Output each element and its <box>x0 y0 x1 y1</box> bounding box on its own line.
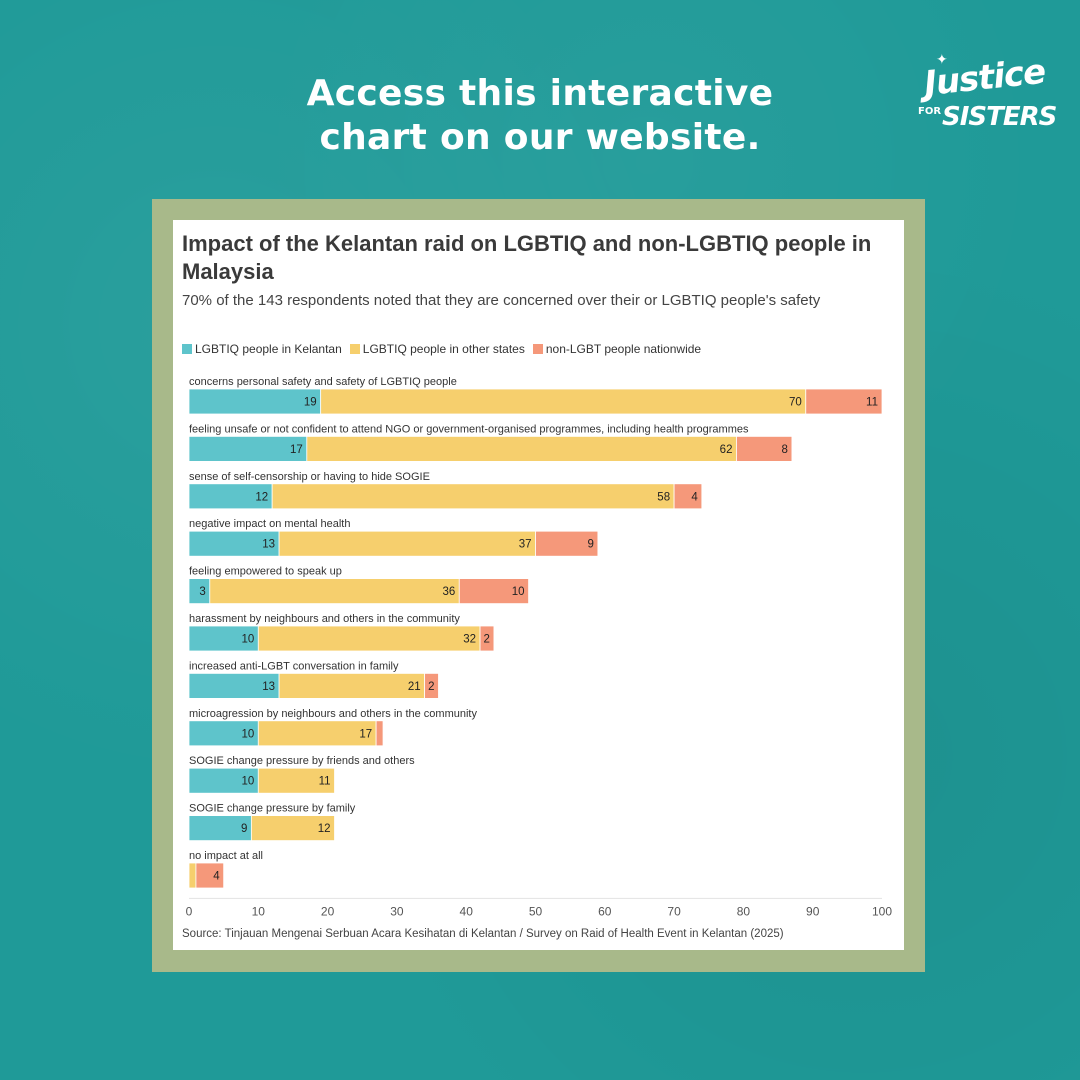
legend-swatch-3 <box>532 344 543 354</box>
legend-swatch-1 <box>182 344 192 354</box>
legend-item-3[interactable]: non-LGBT people nationwide <box>532 342 702 356</box>
bar-segment[interactable] <box>188 483 273 510</box>
category-label: feeling unsafe or not confident to atten… <box>189 423 749 435</box>
x-tick-label: 10 <box>252 904 266 918</box>
data-label: 10 <box>242 634 255 646</box>
data-label: 62 <box>720 444 733 456</box>
x-tick-label: 40 <box>460 904 474 918</box>
bar-segment[interactable] <box>257 625 481 652</box>
logo-word-for: FOR <box>918 106 942 117</box>
bar-segment[interactable] <box>188 767 259 794</box>
bar-segment[interactable] <box>250 815 335 841</box>
data-label: 70 <box>789 397 802 409</box>
x-tick-label: 20 <box>321 904 335 918</box>
bar-segment[interactable] <box>188 815 252 841</box>
data-label: 13 <box>262 539 275 551</box>
bar-segment[interactable] <box>188 388 322 415</box>
bar-segment[interactable] <box>424 672 439 699</box>
stacked-bar-chart[interactable]: concerns personal safety and safety of L… <box>173 220 904 920</box>
chart-subtitle: 70% of the 143 respondents noted that th… <box>182 292 821 309</box>
data-label: 17 <box>359 728 372 740</box>
bar-segment[interactable] <box>195 862 225 889</box>
logo-word-sisters: SISTERS <box>942 102 1057 132</box>
bar-segment[interactable] <box>257 767 335 794</box>
legend-label-3: non-LGBT people nationwide <box>545 342 702 356</box>
x-tick-label: 100 <box>872 904 892 918</box>
x-tick-label: 30 <box>390 904 404 918</box>
bar-segment[interactable] <box>535 530 599 557</box>
bar-segment[interactable] <box>188 625 259 652</box>
category-label: SOGIE change pressure by friends and oth… <box>189 755 415 767</box>
data-label: 11 <box>319 776 331 788</box>
bar-segment[interactable] <box>188 672 280 699</box>
data-label: 32 <box>463 634 476 646</box>
data-label: 2 <box>484 634 490 646</box>
bar-segment[interactable] <box>375 720 384 747</box>
category-label: sense of self-censorship or having to hi… <box>189 471 430 483</box>
category-label: SOGIE change pressure by family <box>189 803 356 815</box>
legend-swatch-2 <box>349 344 360 354</box>
data-label: 17 <box>290 444 303 456</box>
category-label: increased anti-LGBT conversation in fami… <box>189 660 399 672</box>
bar-segment[interactable] <box>271 483 675 510</box>
category-label: negative impact on mental health <box>189 518 350 530</box>
data-label: 58 <box>657 491 670 503</box>
legend-item-2[interactable]: LGBTIQ people in other states <box>349 342 525 356</box>
data-label: 12 <box>255 491 268 503</box>
bar-segment[interactable] <box>278 530 536 557</box>
data-label: 10 <box>512 586 525 598</box>
data-label: 37 <box>519 539 532 551</box>
data-label: 11 <box>866 397 878 409</box>
bar-segment[interactable] <box>479 625 495 652</box>
data-label: 21 <box>408 681 421 693</box>
bar-segment[interactable] <box>188 862 197 889</box>
legend-label-2: LGBTIQ people in other states <box>362 342 525 356</box>
x-tick-label: 70 <box>667 904 681 918</box>
data-label: 4 <box>691 491 698 503</box>
headline: Access this interactive chart on our web… <box>240 72 840 160</box>
headline-line-1: Access this interactive <box>306 73 774 114</box>
chart-legend: LGBTIQ people in Kelantan LGBTIQ people i… <box>182 341 709 357</box>
chart-card[interactable]: Impact of the Kelantan raid on LGBTIQ an… <box>173 220 904 950</box>
data-label: 10 <box>242 728 255 740</box>
legend-item-1[interactable]: LGBTIQ people in Kelantan <box>182 342 342 356</box>
category-label: harassment by neighbours and others in t… <box>189 613 460 625</box>
chart-source: Source: Tinjauan Mengenai Serbuan Acara … <box>182 928 784 940</box>
bar-segment[interactable] <box>209 578 460 605</box>
x-tick-label: 0 <box>186 904 193 918</box>
bar-segment[interactable] <box>673 483 703 510</box>
category-label: feeling empowered to speak up <box>189 566 342 578</box>
data-label: 9 <box>587 539 593 551</box>
data-label: 12 <box>318 823 331 835</box>
star-icon: ✦ <box>936 52 948 68</box>
legend-label-1: LGBTIQ people in Kelantan <box>195 342 342 356</box>
data-label: 13 <box>262 681 275 693</box>
category-label: concerns personal safety and safety of L… <box>189 376 457 388</box>
data-label: 36 <box>442 586 455 598</box>
category-label: microagression by neighbours and others … <box>189 708 477 720</box>
bar-segment[interactable] <box>458 578 529 605</box>
data-label: 3 <box>199 586 205 598</box>
data-label: 4 <box>213 871 220 883</box>
x-tick-label: 60 <box>598 904 612 918</box>
headline-line-2: chart on our website. <box>319 117 761 158</box>
data-label: 19 <box>304 397 317 409</box>
data-label: 8 <box>782 444 788 456</box>
bar-segment[interactable] <box>257 720 377 747</box>
bar-segment[interactable] <box>188 530 280 557</box>
chart-title: Impact of the Kelantan raid on LGBTIQ an… <box>182 231 872 284</box>
x-tick-label: 90 <box>806 904 820 918</box>
data-label: 10 <box>242 776 255 788</box>
bar-segment[interactable] <box>736 435 793 462</box>
data-label: 9 <box>241 823 247 835</box>
category-label: no impact at all <box>189 850 263 862</box>
bar-segment[interactable] <box>306 435 737 462</box>
bar-segment[interactable] <box>805 388 883 415</box>
justice-for-sisters-logo: ✦ Justice FOR SISTERS <box>918 52 1057 138</box>
bar-segment[interactable] <box>278 672 426 699</box>
x-tick-label: 50 <box>529 904 543 918</box>
x-tick-label: 80 <box>737 904 751 918</box>
data-label: 2 <box>428 681 434 693</box>
bar-segment[interactable] <box>320 388 807 415</box>
